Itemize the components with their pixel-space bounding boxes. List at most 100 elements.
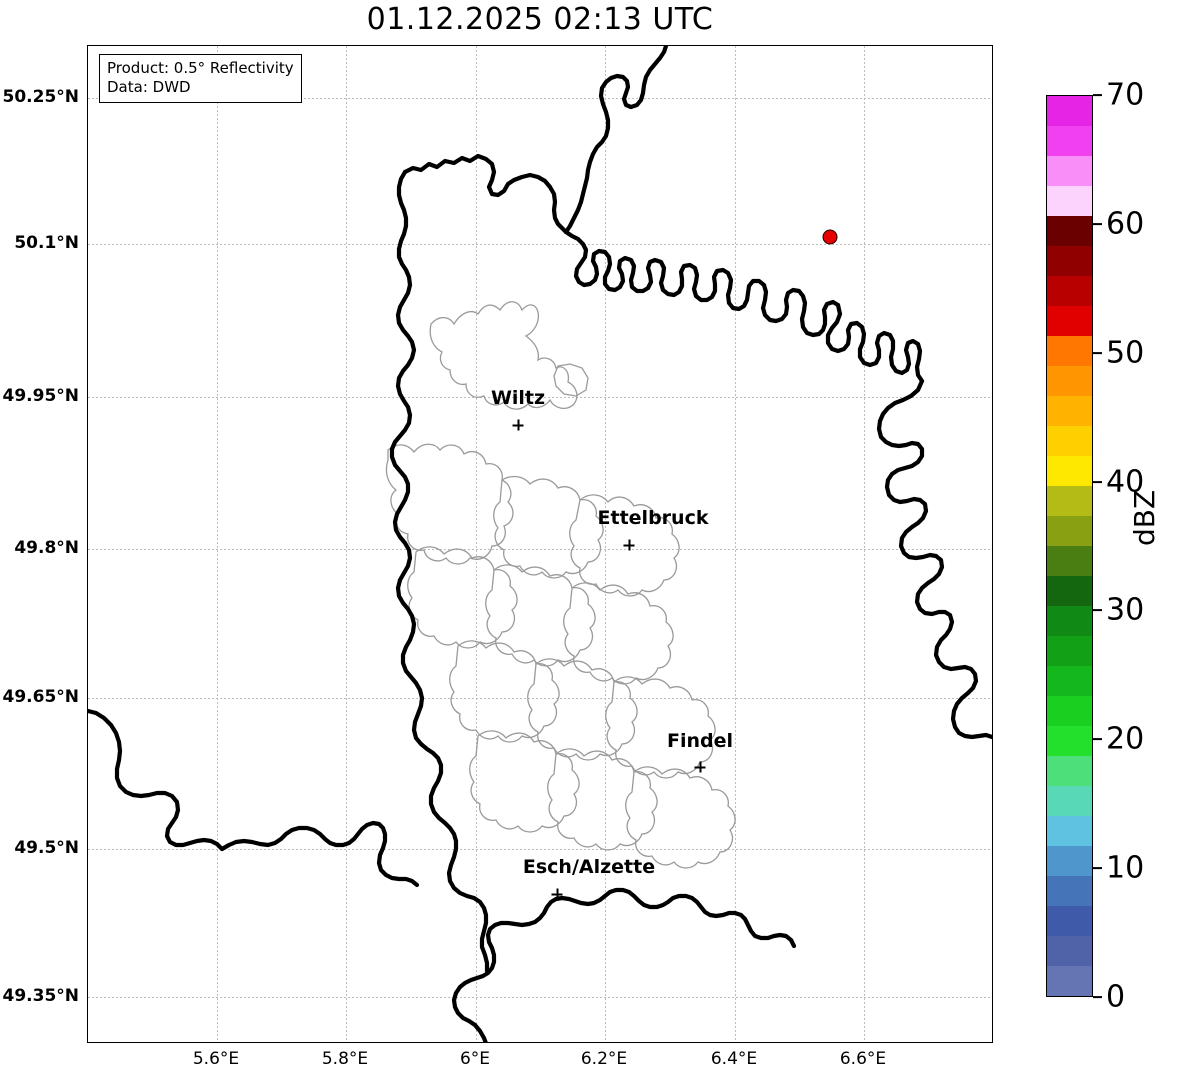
city-label-findel: Findel xyxy=(666,730,734,752)
colorbar-band xyxy=(1047,276,1092,306)
gridline-horizontal xyxy=(88,849,992,850)
y-axis-tick-label: 49.35°N xyxy=(2,986,80,1006)
y-tick-mark xyxy=(87,243,88,244)
colorbar-band xyxy=(1047,666,1092,696)
gridline-horizontal xyxy=(88,698,992,699)
national-border xyxy=(389,46,992,1042)
gridline-vertical xyxy=(476,46,477,1042)
colorbar-band xyxy=(1047,966,1092,996)
colorbar-tick-label: 30 xyxy=(1106,592,1145,628)
x-axis-tick-label: 6.2°E xyxy=(580,1049,628,1069)
colorbar-band xyxy=(1047,156,1092,186)
colorbar-tick-mark xyxy=(1093,94,1102,96)
colorbar-band xyxy=(1047,516,1092,546)
gridline-horizontal xyxy=(88,997,992,998)
gridline-vertical xyxy=(346,46,347,1042)
colorbar-band xyxy=(1047,786,1092,816)
border-helper xyxy=(494,149,638,265)
colorbar-band xyxy=(1047,396,1092,426)
colorbar-tick-mark xyxy=(1093,996,1102,998)
info-product-line: Product: 0.5° Reflectivity xyxy=(107,59,294,77)
gridline-horizontal xyxy=(88,244,992,245)
colorbar-tick-label: 10 xyxy=(1106,850,1145,886)
y-tick-mark xyxy=(87,996,88,997)
info-box: Product: 0.5° Reflectivity Data: DWD xyxy=(99,54,302,104)
y-axis-tick-label: 49.8°N xyxy=(14,538,79,558)
colorbar-band xyxy=(1047,426,1092,456)
gridline-horizontal xyxy=(88,549,992,550)
y-tick-mark xyxy=(87,848,88,849)
colorbar-band xyxy=(1047,366,1092,396)
y-axis-tick-label: 50.1°N xyxy=(14,233,79,253)
colorbar-band xyxy=(1047,546,1092,576)
colorbar-band xyxy=(1047,876,1092,906)
neighbour-border xyxy=(88,708,420,888)
x-axis-tick-label: 6°E xyxy=(459,1049,491,1069)
gridline-horizontal xyxy=(88,397,992,398)
city-label-ettelbruck: Ettelbruck xyxy=(597,507,709,529)
colorbar-band xyxy=(1047,486,1092,516)
colorbar-band xyxy=(1047,636,1092,666)
gridline-horizontal xyxy=(88,98,992,99)
colorbar-band xyxy=(1047,456,1092,486)
gridline-vertical xyxy=(217,46,218,1042)
colorbar-band xyxy=(1047,936,1092,966)
gridline-vertical xyxy=(864,46,865,1042)
colorbar-band xyxy=(1047,216,1092,246)
gridline-vertical xyxy=(735,46,736,1042)
colorbar-axis-label: dBZ xyxy=(1128,489,1161,546)
y-tick-mark xyxy=(87,97,88,98)
x-axis-tick-label: 6.6°E xyxy=(839,1049,887,1069)
colorbar-band xyxy=(1047,126,1092,156)
city-label-wiltz: Wiltz xyxy=(490,387,546,409)
y-axis-tick-label: 50.25°N xyxy=(2,87,80,107)
inner-detail xyxy=(553,363,589,397)
colorbar[interactable] xyxy=(1046,95,1093,997)
x-tick-mark xyxy=(475,1042,476,1043)
colorbar-tick-label: 50 xyxy=(1106,335,1145,371)
x-axis-tick-label: 6.4°E xyxy=(710,1049,758,1069)
colorbar-tick-mark xyxy=(1093,609,1102,611)
y-tick-mark xyxy=(87,697,88,698)
x-axis-tick-label: 5.8°E xyxy=(321,1049,369,1069)
colorbar-band xyxy=(1047,336,1092,366)
colorbar-band xyxy=(1047,186,1092,216)
colorbar-band xyxy=(1047,756,1092,786)
x-axis-tick-label: 5.6°E xyxy=(192,1049,240,1069)
colorbar-band xyxy=(1047,306,1092,336)
city-marker-esch-alzette xyxy=(551,888,563,900)
y-axis-tick-label: 49.5°N xyxy=(14,838,79,858)
radar-map-plot[interactable]: Product: 0.5° Reflectivity Data: DWD Wil… xyxy=(87,45,993,1043)
colorbar-tick-mark xyxy=(1093,223,1102,225)
colorbar-tick-label: 70 xyxy=(1106,77,1145,113)
x-tick-mark xyxy=(604,1042,605,1043)
map-geometry xyxy=(88,46,992,1043)
colorbar-band xyxy=(1047,816,1092,846)
colorbar-tick-mark xyxy=(1093,352,1102,354)
colorbar-band xyxy=(1047,606,1092,636)
x-tick-mark xyxy=(863,1042,864,1043)
y-tick-mark xyxy=(87,548,88,549)
x-tick-mark xyxy=(734,1042,735,1043)
border-helper-2 xyxy=(362,170,810,1043)
x-tick-mark xyxy=(345,1042,346,1043)
colorbar-band xyxy=(1047,726,1092,756)
colorbar-band xyxy=(1047,846,1092,876)
colorbar-band xyxy=(1047,576,1092,606)
radar-echo-marker[interactable] xyxy=(822,229,838,245)
colorbar-tick-mark xyxy=(1093,481,1102,483)
info-data-line: Data: DWD xyxy=(107,78,191,97)
colorbar-band xyxy=(1047,696,1092,726)
colorbar-band xyxy=(1047,906,1092,936)
y-axis-tick-label: 49.95°N xyxy=(2,386,80,406)
colorbar-tick-label: 20 xyxy=(1106,721,1145,757)
colorbar-tick-label: 40 xyxy=(1106,464,1145,500)
colorbar-tick-label: 0 xyxy=(1106,979,1126,1015)
colorbar-tick-mark xyxy=(1093,738,1102,740)
city-marker-findel xyxy=(694,761,706,773)
x-tick-mark xyxy=(216,1042,217,1043)
city-label-esch-alzette: Esch/Alzette xyxy=(522,856,656,878)
page-title: 01.12.2025 02:13 UTC xyxy=(366,2,714,37)
colorbar-tick-mark xyxy=(1093,867,1102,869)
colorbar-band xyxy=(1047,96,1092,126)
